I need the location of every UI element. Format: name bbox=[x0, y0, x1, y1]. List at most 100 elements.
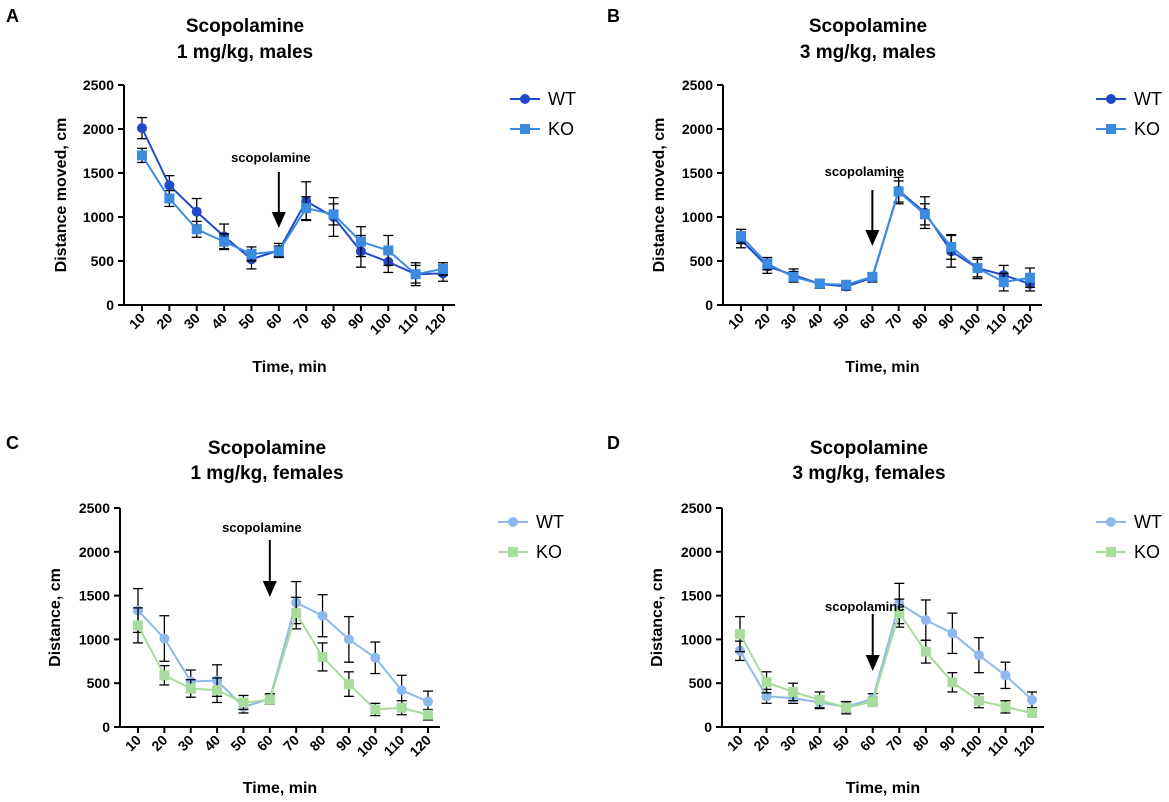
y-axis-label: Distance moved, cm bbox=[53, 118, 70, 273]
x-axis-label: Time, min bbox=[845, 359, 919, 376]
y-tick-label: 1000 bbox=[681, 631, 712, 647]
series-ko bbox=[736, 180, 1035, 292]
data-point bbox=[893, 186, 904, 197]
data-point bbox=[972, 263, 983, 274]
data-point bbox=[396, 685, 407, 696]
data-point bbox=[159, 633, 170, 644]
y-tick-label: 2000 bbox=[682, 121, 713, 137]
data-point bbox=[273, 246, 284, 257]
scopolamine-annotation: scopolamine bbox=[825, 164, 904, 179]
data-point bbox=[894, 608, 905, 619]
data-point bbox=[423, 696, 433, 707]
data-point bbox=[973, 695, 984, 706]
scopolamine-annotation: scopolamine bbox=[825, 599, 904, 614]
data-point bbox=[1025, 272, 1035, 283]
y-axis-label: Distance moved, cm bbox=[651, 118, 668, 273]
chart-panel-a: A Scopolamine 1 mg/kg, males 0 500 1000 1500 20… bbox=[6, 6, 576, 376]
data-point bbox=[301, 203, 312, 214]
x-tick-label: 30 bbox=[181, 310, 203, 332]
legend-marker bbox=[1106, 517, 1116, 527]
series-wt bbox=[133, 580, 433, 714]
y-tick-label: 500 bbox=[690, 253, 714, 269]
y-tick-label: 0 bbox=[106, 297, 114, 313]
x-tick-label: 40 bbox=[803, 732, 825, 754]
x-tick-label: 70 bbox=[280, 732, 302, 754]
series-line bbox=[137, 610, 429, 716]
x-tick-label: 120 bbox=[1010, 732, 1038, 760]
chart-title-line: 3 mg/kg, males bbox=[800, 42, 936, 63]
scopolamine-annotation: scopolamine bbox=[222, 520, 301, 535]
chart-panel-d: D Scopolamine 3 mg/kg, females 0 500 1000 1500… bbox=[607, 433, 1162, 797]
x-axis-label: Time, min bbox=[243, 780, 317, 797]
y-tick-label: 500 bbox=[91, 253, 115, 269]
data-point bbox=[191, 224, 202, 235]
legend-marker bbox=[1106, 547, 1116, 557]
x-tick-label: 40 bbox=[804, 310, 826, 332]
data-point bbox=[1000, 670, 1011, 681]
data-point bbox=[761, 691, 772, 702]
chart-title-line: Scopolamine bbox=[810, 438, 928, 459]
data-point bbox=[761, 677, 772, 688]
panel-letter: B bbox=[607, 6, 620, 26]
y-axis-label: Distance, cm bbox=[47, 568, 64, 667]
y-tick-label: 500 bbox=[87, 675, 111, 691]
legend-label: WT bbox=[1134, 512, 1162, 532]
x-tick-label: 10 bbox=[724, 732, 746, 754]
data-point bbox=[159, 670, 170, 681]
data-point bbox=[317, 610, 328, 621]
panel-letter: D bbox=[607, 433, 620, 453]
data-point bbox=[238, 697, 249, 708]
series-ko bbox=[137, 147, 448, 284]
series-line bbox=[141, 154, 444, 276]
data-point bbox=[814, 278, 825, 289]
data-point bbox=[317, 651, 328, 662]
x-tick-label: 70 bbox=[883, 732, 905, 754]
x-tick-label: 20 bbox=[750, 732, 772, 754]
y-tick-label: 1000 bbox=[79, 631, 110, 647]
data-point bbox=[219, 236, 230, 247]
y-tick-label: 2000 bbox=[83, 121, 114, 137]
x-axis-label: Time, min bbox=[846, 780, 920, 797]
data-point bbox=[919, 209, 930, 220]
data-point bbox=[920, 615, 931, 626]
x-tick-label: 50 bbox=[830, 732, 852, 754]
x-tick-label: 100 bbox=[367, 310, 395, 338]
legend-label: WT bbox=[536, 512, 564, 532]
x-tick-label: 10 bbox=[122, 732, 144, 754]
data-point bbox=[1027, 694, 1037, 705]
legend-label: KO bbox=[1134, 542, 1160, 562]
y-tick-label: 1000 bbox=[83, 209, 114, 225]
data-point bbox=[1027, 707, 1037, 718]
legend-marker bbox=[1106, 124, 1116, 134]
data-point bbox=[164, 193, 175, 204]
y-axis-label: Distance, cm bbox=[649, 568, 666, 667]
annotation-arrow-head bbox=[865, 230, 880, 246]
chart-title-line: 3 mg/kg, females bbox=[792, 463, 945, 484]
x-tick-label: 50 bbox=[235, 310, 257, 332]
x-tick-label: 70 bbox=[290, 310, 312, 332]
chart-title-line: 1 mg/kg, males bbox=[177, 42, 313, 63]
data-point bbox=[133, 620, 143, 631]
data-point bbox=[370, 652, 381, 663]
data-point bbox=[946, 241, 957, 252]
y-tick-label: 1500 bbox=[682, 165, 713, 181]
x-tick-label: 60 bbox=[857, 732, 879, 754]
x-tick-label: 10 bbox=[126, 310, 148, 332]
data-point bbox=[438, 263, 448, 274]
x-tick-label: 80 bbox=[909, 310, 931, 332]
y-tick-label: 2500 bbox=[79, 500, 110, 516]
y-tick-label: 1500 bbox=[79, 588, 110, 604]
data-point bbox=[383, 245, 394, 256]
data-point bbox=[164, 180, 175, 191]
chart-title-line: Scopolamine bbox=[208, 438, 326, 459]
data-point bbox=[947, 677, 958, 688]
data-point bbox=[998, 277, 1009, 288]
panel-letter: C bbox=[6, 433, 19, 453]
annotation-arrow-head bbox=[271, 212, 286, 228]
data-point bbox=[1000, 701, 1011, 712]
x-tick-label: 100 bbox=[956, 310, 984, 338]
y-tick-label: 500 bbox=[689, 675, 713, 691]
x-tick-label: 120 bbox=[406, 732, 434, 760]
data-point bbox=[410, 269, 421, 280]
